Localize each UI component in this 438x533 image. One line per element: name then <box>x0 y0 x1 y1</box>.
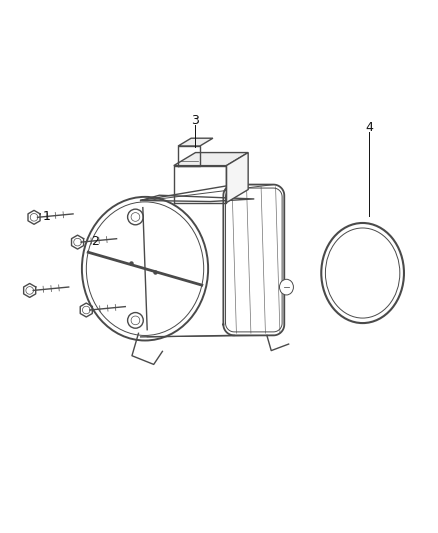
Text: 1: 1 <box>43 210 51 223</box>
Circle shape <box>127 209 143 225</box>
Text: 3: 3 <box>191 114 199 127</box>
Text: 4: 4 <box>365 121 373 134</box>
Circle shape <box>127 312 143 328</box>
Ellipse shape <box>279 279 293 295</box>
Polygon shape <box>226 152 248 203</box>
Text: 2: 2 <box>91 235 99 248</box>
Polygon shape <box>178 138 213 146</box>
Polygon shape <box>174 152 248 166</box>
